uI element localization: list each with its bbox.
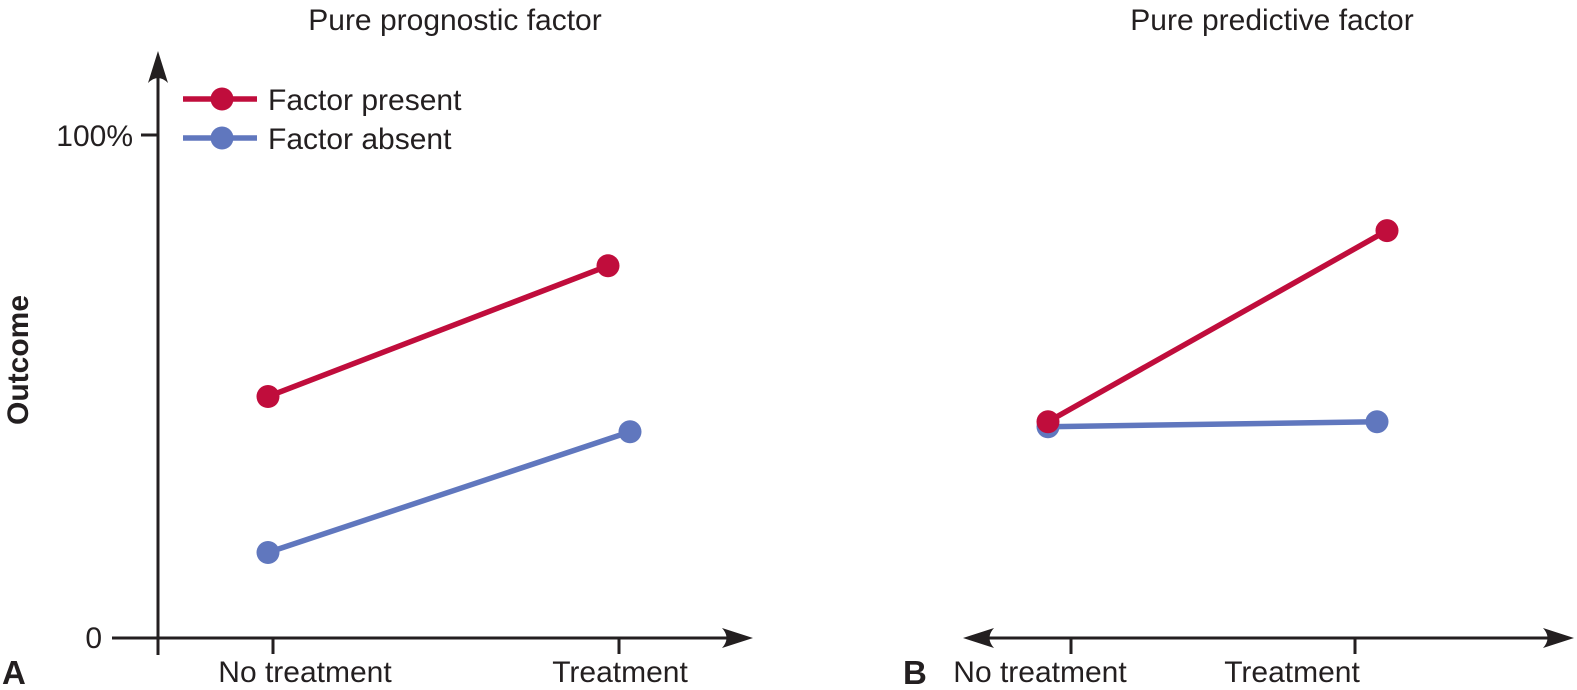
data-point-factor-absent-treatment <box>618 420 642 444</box>
panel-b-letter: B <box>903 654 927 690</box>
panel-a-series-group <box>256 254 642 564</box>
legend-swatch-dot-factor-present <box>210 87 234 111</box>
panel-b-series-group <box>1036 219 1399 439</box>
data-point-factor-present-treatment <box>1375 219 1399 243</box>
data-point-factor-absent-no-treatment <box>256 540 280 564</box>
panel-a-category-no-treatment: No treatment <box>218 656 392 689</box>
panel-a-category-treatment: Treatment <box>552 656 688 689</box>
panel-a-ytick-0-label: 0 <box>85 622 102 655</box>
panel-b: Pure predictive factor No treatment Trea… <box>903 4 1574 690</box>
panel-b-title: Pure predictive factor <box>1130 4 1413 37</box>
panel-a: Pure prognostic factor 100% 0 Outcome No… <box>2 4 753 690</box>
panel-a-ytick-100-label: 100% <box>56 120 133 153</box>
series-line-factor-present <box>1046 228 1389 425</box>
panel-a-title: Pure prognostic factor <box>308 4 601 37</box>
data-point-factor-present-no-treatment <box>1036 410 1060 434</box>
series-line-factor-absent <box>267 429 631 556</box>
panel-a-y-axis-arrow-icon <box>148 51 168 83</box>
data-point-factor-absent-treatment <box>1365 410 1389 434</box>
panel-a-letter: A <box>2 654 26 690</box>
data-point-factor-present-treatment <box>596 254 620 278</box>
panel-a-y-axis-title: Outcome <box>2 295 35 425</box>
panel-b-x-axis-left-arrow-icon <box>963 628 994 648</box>
data-point-factor-present-no-treatment <box>256 385 280 409</box>
legend-label-factor-present: Factor present <box>268 84 462 117</box>
series-line-factor-present <box>267 263 609 400</box>
legend-swatch-dot-factor-absent <box>210 126 234 150</box>
panel-b-category-treatment: Treatment <box>1224 656 1360 689</box>
panel-b-category-no-treatment: No treatment <box>953 656 1127 689</box>
panel-b-x-axis-right-arrow-icon <box>1543 628 1574 648</box>
legend-swatch-group <box>183 87 257 150</box>
panel-a-x-axis-arrow-icon <box>722 628 753 648</box>
series-line-factor-absent <box>1047 418 1378 430</box>
legend-label-factor-absent: Factor absent <box>268 123 452 156</box>
